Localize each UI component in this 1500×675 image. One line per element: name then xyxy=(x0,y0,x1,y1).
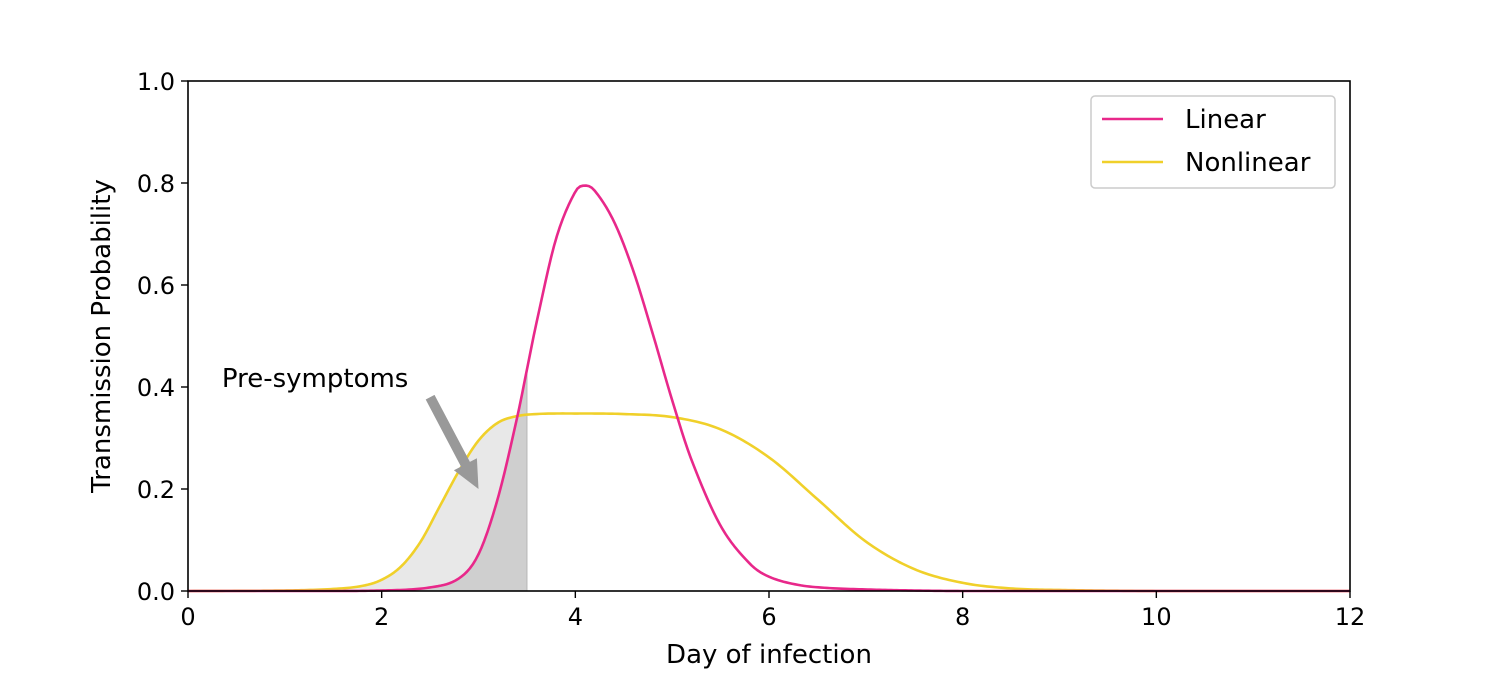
axis-ticks: 0 2 4 6 8 10 12 0.0 0.2 0.4 0.6 0.8 1.0 xyxy=(137,68,1365,631)
x-tick-label: 8 xyxy=(955,603,970,631)
x-tick-label: 2 xyxy=(374,603,389,631)
legend: Linear Nonlinear xyxy=(1090,95,1336,189)
x-tick-label: 10 xyxy=(1141,603,1172,631)
series-line-nonlinear xyxy=(187,412,1350,593)
shaded-area-inner xyxy=(188,369,527,591)
x-tick-label: 4 xyxy=(568,603,583,631)
annotation-arrow xyxy=(425,394,479,489)
shaded-area-outer xyxy=(188,369,527,591)
x-tick-label: 6 xyxy=(761,603,776,631)
pre-symptoms-shading xyxy=(188,369,528,591)
y-tick-label: 0.8 xyxy=(137,170,175,198)
y-tick-label: 1.0 xyxy=(137,68,175,96)
annotation-text: Pre-symptoms xyxy=(222,364,408,394)
y-tick-label: 0.6 xyxy=(137,272,175,300)
legend-label-linear: Linear xyxy=(1185,105,1266,135)
y-tick-label: 0.2 xyxy=(137,476,175,504)
legend-label-nonlinear: Nonlinear xyxy=(1185,148,1311,178)
x-tick-label: 0 xyxy=(180,603,195,631)
annotation: Pre-symptoms xyxy=(222,364,479,489)
x-tick-label: 12 xyxy=(1335,603,1366,631)
x-axis-label: Day of infection xyxy=(666,640,872,670)
y-tick-label: 0.4 xyxy=(137,374,175,402)
y-axis-label: Transmission Probability xyxy=(87,179,117,494)
y-tick-label: 0.0 xyxy=(137,578,175,606)
